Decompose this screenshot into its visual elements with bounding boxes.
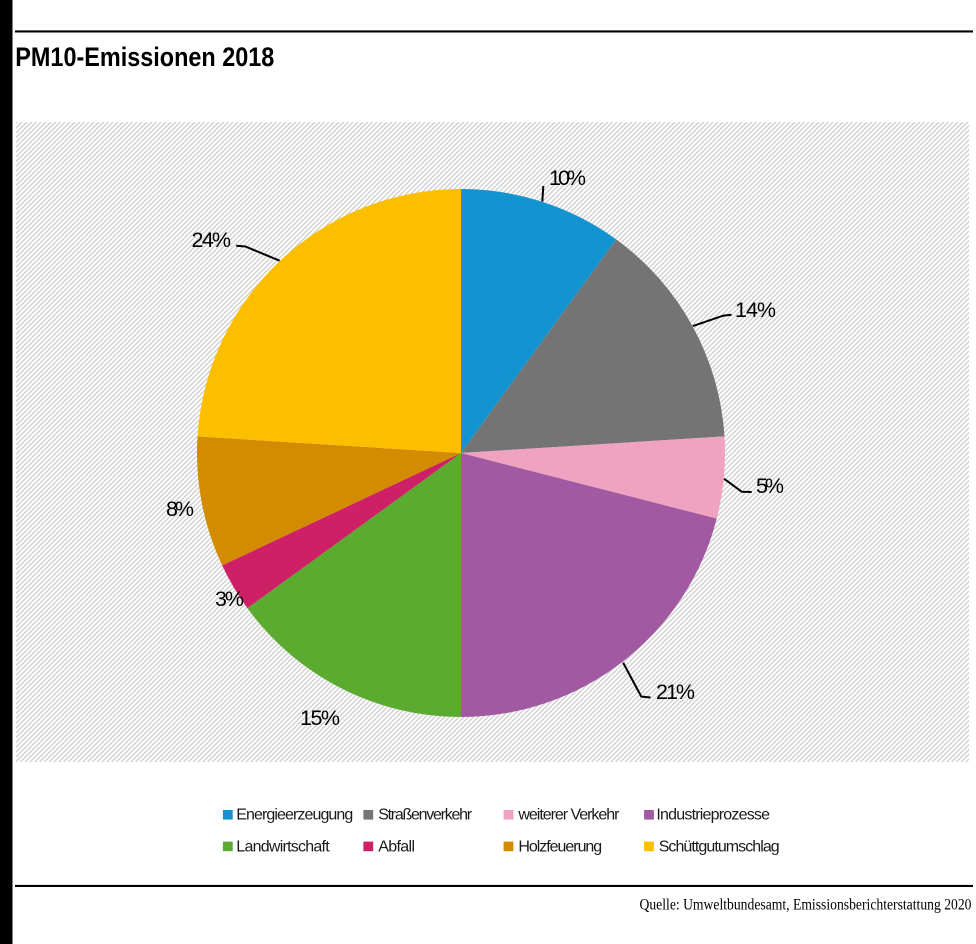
svg-text:Straßenverkehr: Straßenverkehr (378, 806, 473, 823)
svg-text:10%: 10% (549, 166, 586, 190)
svg-text:Industrieprozesse: Industrieprozesse (656, 806, 770, 823)
svg-text:PM10-Emissionen 2018: PM10-Emissionen 2018 (15, 42, 274, 72)
svg-text:21%: 21% (656, 680, 695, 704)
svg-text:3%: 3% (215, 587, 244, 611)
svg-text:24%: 24% (192, 228, 232, 252)
svg-text:14%: 14% (735, 298, 776, 322)
svg-text:5%: 5% (756, 474, 784, 498)
svg-text:Energieerzeugung: Energieerzeugung (236, 806, 353, 823)
svg-text:15%: 15% (300, 706, 340, 730)
svg-text:Holzfeuerung: Holzfeuerung (518, 838, 602, 855)
svg-text:Quelle: Umweltbundesamt, Emiss: Quelle: Umweltbundesamt, Emissionsberich… (640, 896, 972, 913)
svg-text:weiterer Verkehr: weiterer Verkehr (517, 806, 620, 823)
svg-text:Schüttgutumschlag: Schüttgutumschlag (659, 838, 780, 855)
svg-text:Landwirtschaft: Landwirtschaft (236, 838, 330, 855)
svg-text:Abfall: Abfall (378, 838, 415, 855)
svg-text:8%: 8% (166, 497, 194, 521)
